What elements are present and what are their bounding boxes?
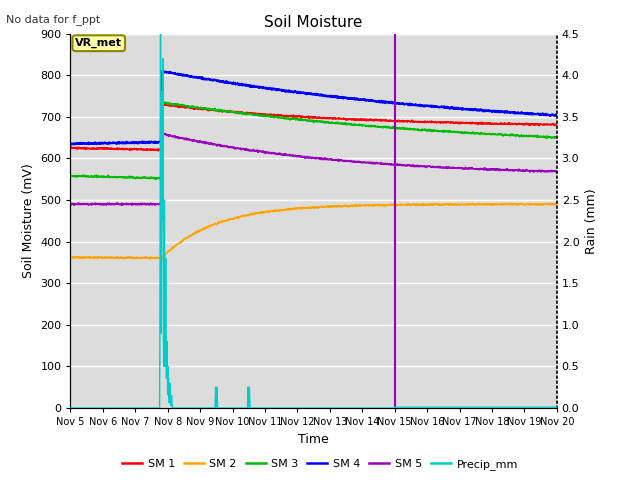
X-axis label: Time: Time: [298, 432, 329, 445]
Legend: SM 1, SM 2, SM 3, SM 4, SM 5, Precip_mm: SM 1, SM 2, SM 3, SM 4, SM 5, Precip_mm: [118, 455, 522, 474]
Text: VR_met: VR_met: [76, 38, 122, 48]
Text: No data for f_ppt: No data for f_ppt: [6, 14, 100, 25]
Y-axis label: Rain (mm): Rain (mm): [585, 188, 598, 253]
Title: Soil Moisture: Soil Moisture: [264, 15, 363, 30]
Y-axis label: Soil Moisture (mV): Soil Moisture (mV): [22, 163, 35, 278]
